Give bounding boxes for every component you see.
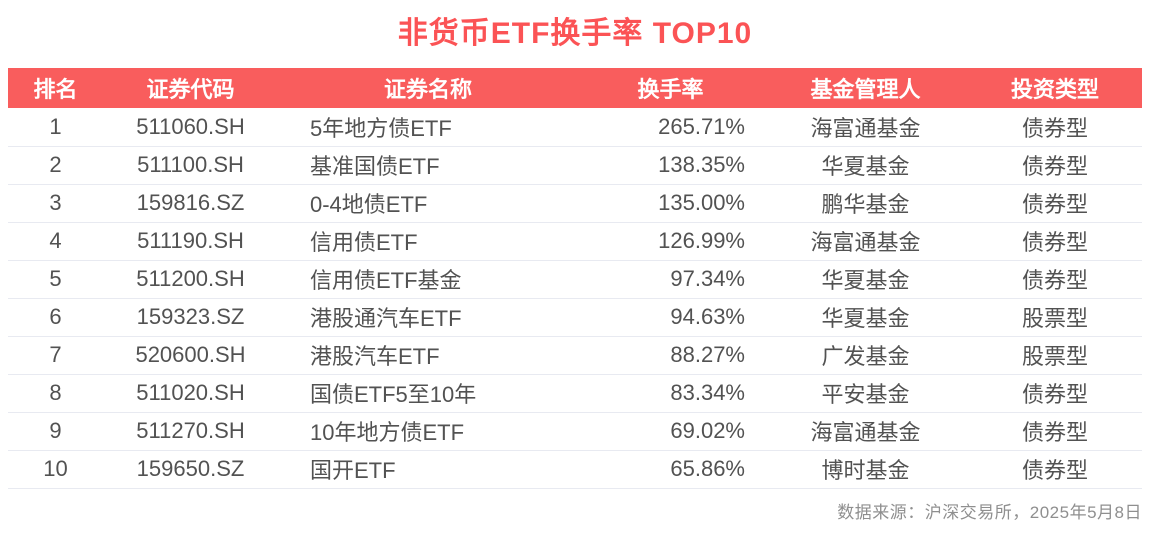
cell-rank: 9	[49, 418, 62, 443]
cell-rank: 2	[49, 152, 62, 177]
cell-rank: 8	[49, 380, 62, 405]
cell-rank: 4	[49, 228, 62, 253]
cell-name: 0-4地债ETF	[310, 192, 428, 217]
cell-name: 5年地方债ETF	[310, 115, 452, 141]
cell-name: 港股汽车ETF	[310, 344, 440, 369]
table-row: 9 511270.SH 10年地方债ETF 69.02% 海富通基金 债券型	[8, 412, 1142, 450]
cell-code: 511020.SH	[136, 380, 245, 405]
table-row: 1 511060.SH 5年地方债ETF 265.71% 海富通基金 债券型	[8, 108, 1142, 146]
cell-type: 股票型	[1021, 344, 1088, 369]
cell-turnover: 69.02%	[670, 418, 745, 443]
col-header-code: 证券代码	[103, 68, 278, 108]
table-row: 4 511190.SH 信用债ETF 126.99% 海富通基金 债券型	[8, 222, 1142, 260]
cell-rank: 5	[49, 266, 62, 291]
cell-turnover: 135.00%	[658, 190, 745, 215]
cell-manager: 平安基金	[821, 382, 910, 407]
cell-code: 159650.SZ	[136, 456, 245, 481]
cell-turnover: 83.34%	[670, 380, 745, 405]
cell-code: 511060.SH	[136, 113, 245, 139]
cell-manager: 博时基金	[821, 458, 910, 483]
cell-rank: 3	[49, 190, 62, 215]
cell-rank: 7	[49, 342, 62, 367]
cell-manager: 海富通基金	[810, 230, 921, 255]
col-header-rank: 排名	[8, 68, 103, 108]
cell-manager: 广发基金	[821, 344, 910, 369]
table-row: 6 159323.SZ 港股通汽车ETF 94.63% 华夏基金 股票型	[8, 298, 1142, 336]
col-header-type: 投资类型	[968, 68, 1142, 108]
cell-type: 债券型	[1021, 420, 1088, 445]
cell-turnover: 94.63%	[670, 304, 745, 329]
cell-type: 债券型	[1021, 382, 1088, 407]
cell-rank: 10	[43, 456, 68, 481]
table-row: 10 159650.SZ 国开ETF 65.86% 博时基金 债券型	[8, 450, 1142, 488]
page-title: 非货币ETF换手率 TOP10	[397, 17, 753, 50]
table-row: 3 159816.SZ 0-4地债ETF 135.00% 鹏华基金 债券型	[8, 184, 1142, 222]
cell-name: 港股通汽车ETF	[310, 306, 462, 331]
cell-manager: 海富通基金	[810, 115, 921, 141]
cell-type: 债券型	[1021, 268, 1088, 293]
cell-manager: 华夏基金	[821, 154, 910, 179]
cell-turnover: 65.86%	[670, 456, 745, 481]
etf-turnover-table: 排名 证券代码 证券名称 换手率 基金管理人 投资类型 1 511060.SH 5年地方债ET…	[8, 68, 1142, 489]
col-header-turnover: 换手率	[578, 68, 763, 108]
cell-name: 信用债ETF基金	[310, 268, 462, 293]
cell-type: 债券型	[1021, 230, 1088, 255]
table-body: 1 511060.SH 5年地方债ETF 265.71% 海富通基金 债券型 2 511100…	[8, 108, 1142, 488]
cell-manager: 海富通基金	[810, 420, 921, 445]
cell-code: 159816.SZ	[136, 190, 245, 215]
table-row: 7 520600.SH 港股汽车ETF 88.27% 广发基金 股票型	[8, 336, 1142, 374]
table-row: 8 511020.SH 国债ETF5至10年 83.34% 平安基金 债券型	[8, 374, 1142, 412]
cell-type: 债券型	[1021, 115, 1088, 141]
cell-code: 159323.SZ	[136, 304, 245, 329]
cell-code: 511200.SH	[136, 266, 245, 291]
table-row: 2 511100.SH 基准国债ETF 138.35% 华夏基金 债券型	[8, 146, 1142, 184]
cell-turnover: 138.35%	[658, 152, 745, 177]
cell-name: 信用债ETF	[310, 230, 418, 255]
cell-type: 债券型	[1021, 458, 1088, 483]
cell-type: 债券型	[1021, 192, 1088, 217]
cell-code: 511270.SH	[136, 418, 245, 443]
cell-manager: 鹏华基金	[821, 192, 910, 217]
cell-rank: 1	[49, 113, 62, 139]
table-header-row: 排名 证券代码 证券名称 换手率 基金管理人 投资类型	[8, 68, 1142, 108]
col-header-name: 证券名称	[278, 68, 578, 108]
cell-rank: 6	[49, 304, 62, 329]
cell-name: 国开ETF	[310, 458, 396, 483]
cell-name: 10年地方债ETF	[310, 420, 465, 445]
cell-manager: 华夏基金	[821, 268, 910, 293]
cell-name: 国债ETF5至10年	[310, 382, 477, 407]
data-source-note: 数据来源：沪深交易所，2025年5月8日	[837, 502, 1142, 522]
cell-type: 股票型	[1021, 306, 1088, 331]
cell-code: 520600.SH	[135, 342, 246, 367]
col-header-manager: 基金管理人	[763, 68, 968, 108]
cell-manager: 华夏基金	[821, 306, 910, 331]
cell-code: 511190.SH	[137, 228, 244, 253]
cell-turnover: 126.99%	[658, 228, 745, 253]
cell-turnover: 88.27%	[670, 342, 745, 367]
table-row: 5 511200.SH 信用债ETF基金 97.34% 华夏基金 债券型	[8, 260, 1142, 298]
cell-name: 基准国债ETF	[310, 154, 440, 179]
cell-turnover: 97.34%	[670, 266, 745, 291]
cell-turnover: 265.71%	[658, 113, 745, 139]
cell-type: 债券型	[1021, 154, 1088, 179]
cell-code: 511100.SH	[137, 152, 244, 177]
